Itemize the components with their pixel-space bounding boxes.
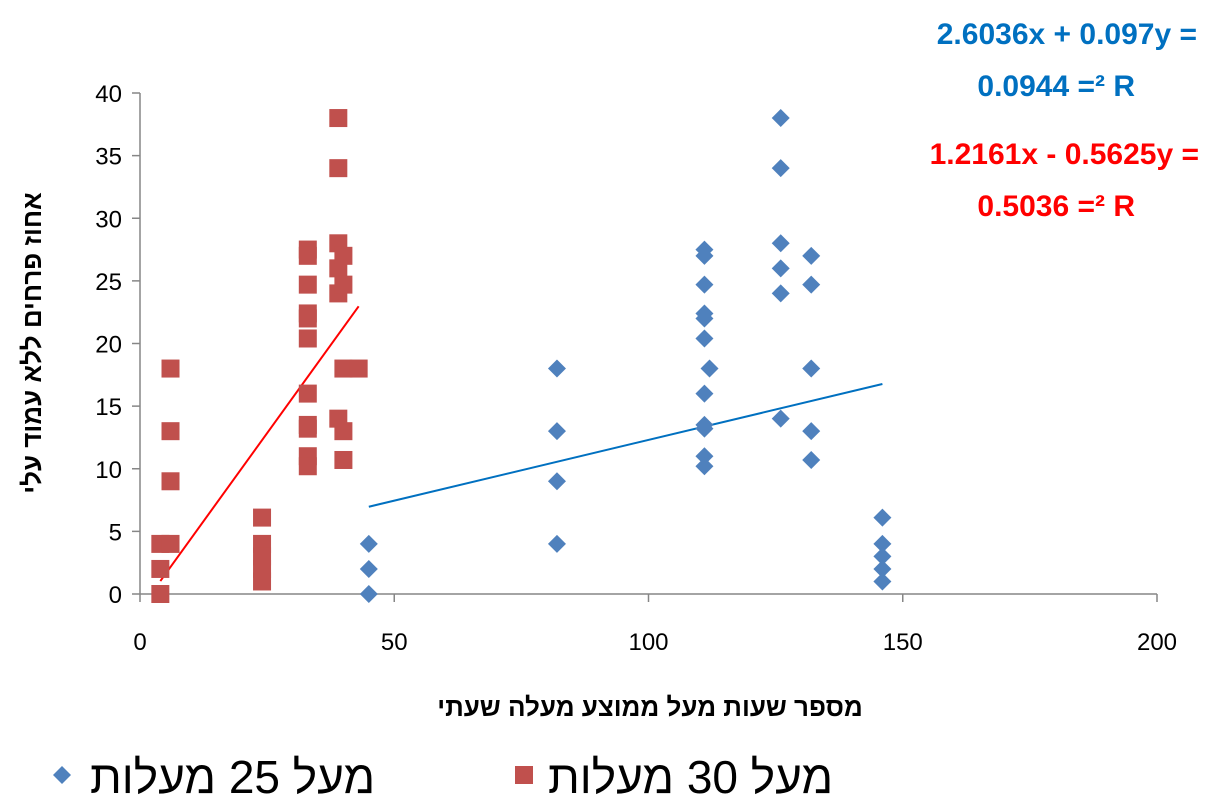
square-data-point bbox=[298, 419, 317, 438]
square-data-point bbox=[253, 572, 272, 591]
trendline-series-0 bbox=[368, 383, 883, 508]
y-tick-label: 5 bbox=[109, 519, 122, 546]
diamond-data-point bbox=[771, 284, 790, 303]
diamond-data-point bbox=[873, 559, 892, 578]
x-tick-label: 100 bbox=[628, 629, 668, 656]
diamond-data-point bbox=[695, 275, 714, 294]
square-data-point bbox=[298, 457, 317, 476]
x-axis-title: מספר שעות מעל ממוצע מעלה שעתי bbox=[437, 692, 863, 722]
square-data-point bbox=[334, 275, 353, 294]
diamond-data-point bbox=[359, 559, 378, 578]
y-tick-label: 30 bbox=[95, 206, 122, 233]
diamond-data-point bbox=[695, 329, 714, 348]
diamond-data-point bbox=[695, 457, 714, 476]
y-tick-label: 20 bbox=[95, 332, 122, 359]
square-data-point bbox=[161, 534, 180, 553]
diamond-data-point bbox=[873, 508, 892, 527]
red-equation-line1: 1.2161x - 0.5625y = bbox=[930, 138, 1199, 171]
diamond-data-point bbox=[547, 472, 566, 491]
x-tick-label: 0 bbox=[133, 629, 146, 656]
square-data-point bbox=[298, 275, 317, 294]
square-data-point bbox=[161, 359, 180, 378]
square-data-point bbox=[334, 422, 353, 441]
y-tick-label: 10 bbox=[95, 457, 122, 484]
trendlines bbox=[159, 305, 883, 582]
square-data-point bbox=[334, 450, 353, 469]
y-ticks: 0 5 10 15 20 25 30 35 40 bbox=[95, 81, 140, 609]
diamond-data-point bbox=[359, 534, 378, 553]
y-tick-label: 40 bbox=[95, 81, 122, 108]
square-data-point bbox=[329, 159, 348, 178]
diamond-data-point bbox=[802, 275, 821, 294]
diamond-data-point bbox=[771, 234, 790, 253]
diamond-data-point bbox=[802, 359, 821, 378]
diamond-data-point bbox=[802, 450, 821, 469]
diamond-data-point bbox=[547, 534, 566, 553]
square-data-point bbox=[334, 246, 353, 265]
x-tick-label: 50 bbox=[381, 629, 408, 656]
x-tick-label: 150 bbox=[883, 629, 923, 656]
diamond-data-point bbox=[771, 259, 790, 278]
diamond-data-point bbox=[873, 572, 892, 591]
diamond-data-point bbox=[547, 422, 566, 441]
y-tick-label: 25 bbox=[95, 269, 122, 296]
diamond-data-point bbox=[695, 309, 714, 328]
y-tick-label: 35 bbox=[95, 144, 122, 171]
red-r-squared: 0.5036 =² R bbox=[977, 190, 1135, 223]
square-data-point bbox=[298, 384, 317, 403]
diamond-data-point bbox=[771, 409, 790, 428]
legend-label-25: מעל 25 מעלות bbox=[90, 751, 375, 803]
diamond-data-point bbox=[695, 419, 714, 438]
square-data-point bbox=[161, 422, 180, 441]
square-data-point bbox=[298, 329, 317, 348]
trendline-series-1 bbox=[159, 305, 360, 582]
blue-r-squared: 0.0944 =² R bbox=[977, 70, 1135, 103]
square-data-point bbox=[298, 246, 317, 265]
square-data-point bbox=[151, 585, 170, 603]
diamond-data-point bbox=[695, 246, 714, 265]
diamond-data-point bbox=[771, 159, 790, 178]
square-data-point bbox=[349, 359, 368, 378]
blue-equation-line1: 2.6036x + 0.097y = bbox=[937, 18, 1197, 51]
diamond-data-point bbox=[771, 109, 790, 128]
data-points bbox=[151, 109, 892, 603]
y-tick-label: 0 bbox=[109, 582, 122, 609]
diamond-data-point bbox=[359, 585, 378, 603]
legend-square-marker bbox=[515, 766, 533, 784]
y-tick-label: 15 bbox=[95, 394, 122, 421]
x-tick-label: 200 bbox=[1137, 629, 1177, 656]
diamond-data-point bbox=[873, 547, 892, 566]
square-data-point bbox=[253, 508, 272, 527]
diamond-data-point bbox=[700, 359, 719, 378]
square-data-point bbox=[298, 309, 317, 328]
diamond-data-point bbox=[873, 534, 892, 553]
x-ticks: 0 50 100 150 200 bbox=[133, 594, 1177, 656]
diamond-data-point bbox=[802, 246, 821, 265]
y-axis-title: אחוז פרחים ללא עמוד עלי bbox=[17, 192, 47, 494]
square-data-point bbox=[161, 472, 180, 491]
legend: מעל 25 מעלות מעל 30 מעלות bbox=[53, 751, 833, 803]
diamond-data-point bbox=[695, 384, 714, 403]
diamond-data-point bbox=[547, 359, 566, 378]
legend-label-30: מעל 30 מעלות bbox=[548, 751, 833, 803]
axes: 0 50 100 150 200 0 5 10 15 20 25 30 35 40 bbox=[95, 81, 1177, 656]
diamond-data-point bbox=[695, 447, 714, 466]
diamond-data-point bbox=[802, 422, 821, 441]
square-data-point bbox=[334, 359, 353, 378]
square-data-point bbox=[151, 559, 170, 578]
legend-diamond-marker bbox=[53, 766, 71, 784]
square-data-point bbox=[329, 109, 348, 128]
